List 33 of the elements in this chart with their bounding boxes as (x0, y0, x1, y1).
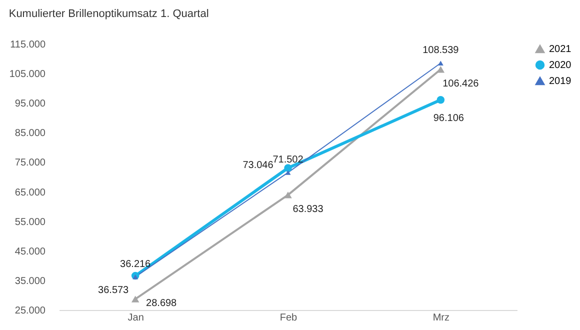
y-tick-label: 65.000 (14, 187, 46, 198)
point (436, 96, 445, 104)
data-label: 73.046 (242, 160, 274, 171)
x-tick-label: Mrz (432, 312, 450, 324)
y-tick-label: 55.000 (14, 216, 46, 228)
data-label: 28.698 (146, 298, 178, 310)
point (285, 170, 291, 175)
y-tick-label: 25.000 (14, 306, 46, 316)
y-tick-label: 95.000 (14, 98, 46, 110)
x-tick-label: Jan (128, 312, 144, 324)
data-label: 96.106 (433, 112, 464, 124)
point (438, 60, 444, 66)
y-tick-label: 35.000 (14, 276, 46, 287)
point (284, 164, 292, 172)
y-tick-label: 115.000 (10, 40, 46, 50)
legend-label: 2021 (549, 44, 572, 55)
point (284, 192, 292, 198)
y-tick-label: 75.000 (14, 158, 46, 169)
data-label: 63.933 (292, 204, 324, 215)
y-tick-label: 105.000 (9, 69, 46, 80)
legend-label: 2020 (549, 60, 572, 71)
data-label: 106.426 (442, 78, 480, 90)
data-label: 36.573 (98, 284, 130, 296)
y-tick-label: 45.000 (14, 246, 46, 258)
legend-label: 2019 (549, 76, 572, 87)
x-tick-label: Feb (280, 312, 298, 324)
point (132, 274, 138, 280)
y-tick-label: 85.000 (14, 128, 46, 140)
point (131, 296, 140, 302)
data-label: 71.502 (272, 154, 304, 166)
data-label: 108.539 (422, 45, 460, 56)
chart-title: Kumulierter Brillenoptikumsatz 1. Quartal (8, 8, 209, 20)
data-label: 36.216 (120, 258, 152, 270)
